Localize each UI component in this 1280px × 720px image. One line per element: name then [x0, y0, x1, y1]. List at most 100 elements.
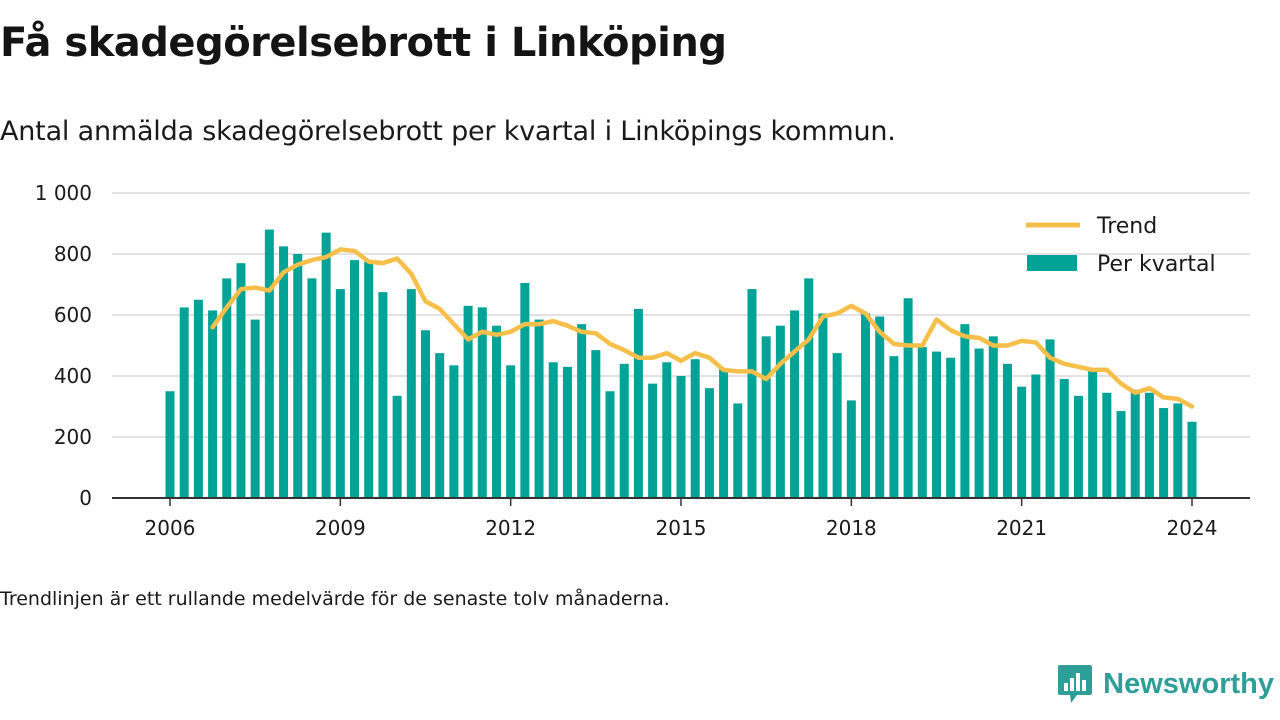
bar [932, 351, 941, 498]
bar [193, 299, 203, 498]
legend-trend-label: Trend [1096, 214, 1157, 239]
bar [392, 395, 402, 498]
bar [350, 260, 360, 498]
bar [1159, 408, 1169, 498]
x-tick-label: 2012 [485, 516, 536, 540]
bar [548, 362, 558, 498]
bar [435, 353, 445, 499]
bar [1031, 374, 1041, 498]
bar [1002, 363, 1012, 498]
trend-line-layer [210, 247, 1195, 409]
bar [605, 391, 615, 498]
legend: Trend Per kvartal [1026, 214, 1216, 277]
bar [491, 325, 501, 498]
bar-chart: 0 200 400 600 800 1 000 2006 2009 2012 2015 2018 20… [35, 181, 1250, 540]
bar [307, 278, 317, 498]
bar [1045, 339, 1055, 498]
bar [946, 357, 956, 498]
bar [449, 365, 459, 498]
x-tick-label: 2021 [996, 516, 1047, 540]
bar [378, 292, 388, 499]
bar [733, 403, 743, 498]
x-tick-label: 2024 [1167, 516, 1218, 540]
bar [1173, 403, 1183, 498]
bar [775, 325, 785, 498]
x-tick-label: 2009 [315, 516, 366, 540]
bar [1017, 386, 1027, 498]
bar [179, 307, 189, 499]
bar [988, 336, 998, 498]
bar [832, 353, 842, 499]
bar [662, 362, 672, 498]
bar [648, 383, 658, 499]
bar [562, 366, 572, 498]
brand-logo: Newsworthy [1057, 662, 1274, 706]
bar [208, 310, 218, 498]
bar [477, 307, 487, 499]
brand-name: Newsworthy [1103, 667, 1274, 700]
y-tick-label: 600 [54, 303, 92, 327]
bar [335, 289, 345, 498]
bar [747, 289, 757, 498]
bar [889, 356, 899, 498]
bar [619, 363, 629, 498]
bar [761, 336, 771, 498]
x-tick-label: 2018 [826, 516, 877, 540]
y-tick-label: 1 000 [35, 181, 92, 205]
bar [406, 289, 416, 498]
bar [421, 330, 430, 498]
bar [577, 324, 587, 498]
axes: 0 200 400 600 800 1 000 2006 2009 2012 2015 2018 20… [35, 181, 1250, 540]
legend-bar-swatch [1027, 255, 1077, 271]
bar [875, 316, 885, 498]
bar [222, 278, 232, 498]
bar [534, 319, 544, 498]
bar [463, 305, 473, 498]
bar [676, 376, 686, 498]
bar [690, 359, 700, 498]
bar [506, 365, 516, 498]
bar [236, 263, 246, 498]
bar [1102, 392, 1112, 498]
bar [790, 310, 800, 498]
chart-subtitle: Antal anmälda skadegörelsebrott per kvar… [0, 116, 896, 147]
y-tick-label: 200 [54, 425, 92, 449]
bar [165, 391, 175, 498]
footnote: Trendlinjen är ett rullande medelvärde f… [0, 588, 670, 610]
bar [1130, 389, 1140, 498]
bar [719, 368, 729, 499]
bar [520, 282, 530, 498]
bar [591, 350, 601, 498]
chart-title: Få skadegörelsebrott i Linköping [0, 20, 727, 66]
y-tick-label: 800 [54, 242, 92, 266]
bar [804, 278, 814, 498]
bar [960, 324, 970, 498]
legend-bar-label: Per kvartal [1097, 252, 1216, 277]
bar [264, 229, 274, 498]
bar [633, 308, 643, 498]
bar [1187, 421, 1197, 498]
x-tick-label: 2015 [656, 516, 707, 540]
bars [165, 229, 1197, 499]
bar [1059, 379, 1069, 498]
bar [818, 313, 828, 498]
x-tick-label: 2006 [145, 516, 196, 540]
bar [250, 319, 260, 498]
newsworthy-logo-icon [1058, 665, 1093, 703]
bar [974, 348, 984, 498]
bar [293, 254, 303, 498]
bar [279, 246, 289, 499]
bar [364, 261, 374, 499]
trend-line [210, 247, 1195, 409]
bar [321, 232, 331, 498]
bar [917, 347, 927, 498]
bar [704, 388, 714, 498]
bar [1144, 392, 1154, 498]
bar [861, 313, 871, 498]
bar [1073, 395, 1083, 498]
bar [846, 400, 856, 498]
y-tick-label: 400 [54, 364, 92, 388]
bar [1116, 411, 1126, 498]
bar [903, 298, 913, 498]
bar [1088, 368, 1098, 499]
